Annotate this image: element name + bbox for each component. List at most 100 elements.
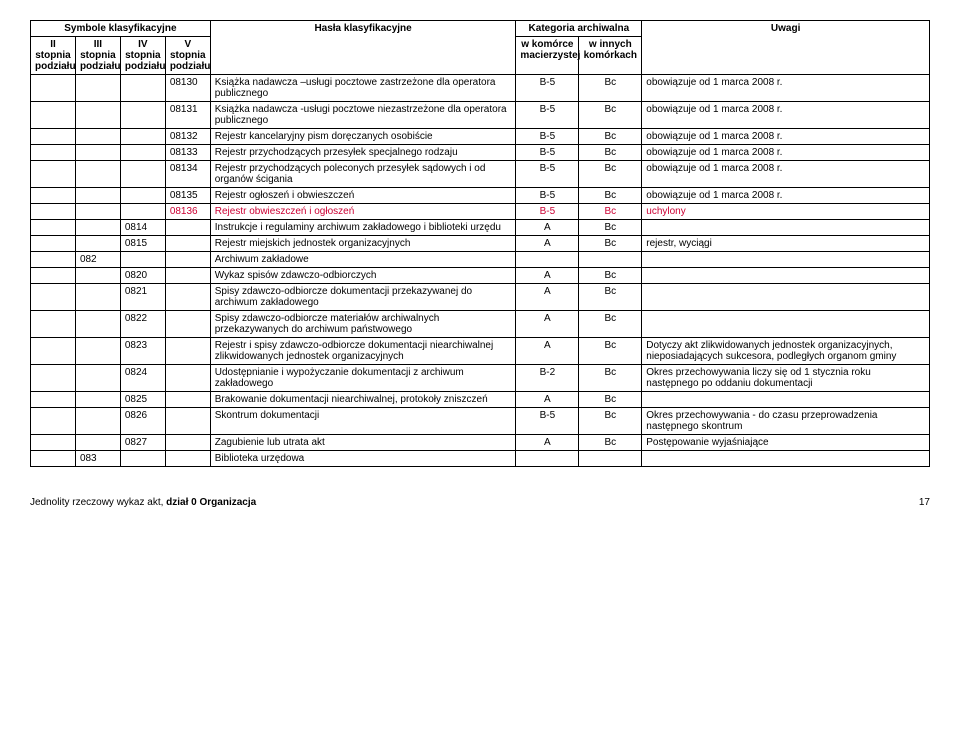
cell-c2 bbox=[75, 435, 120, 451]
table-row: 08132Rejestr kancelaryjny pism doręczany… bbox=[31, 129, 930, 145]
cell-c5: Rejestr przychodzących przesyłek specjal… bbox=[210, 145, 516, 161]
cell-c3: 0814 bbox=[120, 220, 165, 236]
cell-c1 bbox=[31, 392, 76, 408]
header-col7: w innych komórkach bbox=[579, 37, 642, 75]
table-row: 08136Rejestr obwieszczeń i ogłoszeńB-5Bc… bbox=[31, 204, 930, 220]
table-row: 0820Wykaz spisów zdawczo-odbiorczychABc bbox=[31, 268, 930, 284]
cell-c1 bbox=[31, 338, 76, 365]
cell-c6: A bbox=[516, 338, 579, 365]
cell-c2 bbox=[75, 365, 120, 392]
cell-c5: Brakowanie dokumentacji niearchiwalnej, … bbox=[210, 392, 516, 408]
cell-c7: Bc bbox=[579, 408, 642, 435]
table-row: 0815 Rejestr miejskich jednostek organiza… bbox=[31, 236, 930, 252]
cell-c6 bbox=[516, 451, 579, 467]
cell-c6: A bbox=[516, 311, 579, 338]
cell-c4: 08135 bbox=[165, 188, 210, 204]
cell-c4 bbox=[165, 311, 210, 338]
cell-c8: Postępowanie wyjaśniające bbox=[642, 435, 930, 451]
cell-c8 bbox=[642, 252, 930, 268]
table-row: 08135Rejestr ogłoszeń i obwieszczeńB-5Bc… bbox=[31, 188, 930, 204]
cell-c6: A bbox=[516, 220, 579, 236]
cell-c7: Bc bbox=[579, 392, 642, 408]
cell-c1 bbox=[31, 220, 76, 236]
cell-c5: Skontrum dokumentacji bbox=[210, 408, 516, 435]
cell-c8: rejestr, wyciągi bbox=[642, 236, 930, 252]
cell-c3: 0826 bbox=[120, 408, 165, 435]
cell-c6: A bbox=[516, 284, 579, 311]
cell-c8: obowiązuje od 1 marca 2008 r. bbox=[642, 188, 930, 204]
cell-c4 bbox=[165, 392, 210, 408]
cell-c3 bbox=[120, 161, 165, 188]
table-row: 08130Książka nadawcza –usługi pocztowe z… bbox=[31, 75, 930, 102]
cell-c8: Okres przechowywania - do czasu przeprow… bbox=[642, 408, 930, 435]
cell-c1 bbox=[31, 435, 76, 451]
cell-c2 bbox=[75, 268, 120, 284]
cell-c3: 0825 bbox=[120, 392, 165, 408]
cell-c2 bbox=[75, 75, 120, 102]
cell-c5: Wykaz spisów zdawczo-odbiorczych bbox=[210, 268, 516, 284]
cell-c7: Bc bbox=[579, 284, 642, 311]
cell-c4: 08132 bbox=[165, 129, 210, 145]
cell-c4: 08134 bbox=[165, 161, 210, 188]
cell-c3: 0823 bbox=[120, 338, 165, 365]
cell-c5: Archiwum zakładowe bbox=[210, 252, 516, 268]
cell-c1 bbox=[31, 451, 76, 467]
cell-c5: Rejestr miejskich jednostek organizacyjn… bbox=[210, 236, 516, 252]
page-number: 17 bbox=[919, 497, 930, 508]
cell-c4 bbox=[165, 220, 210, 236]
cell-c3: 0820 bbox=[120, 268, 165, 284]
cell-c3: 0824 bbox=[120, 365, 165, 392]
cell-c6: B-2 bbox=[516, 365, 579, 392]
cell-c8: Okres przechowywania liczy się od 1 styc… bbox=[642, 365, 930, 392]
cell-c8 bbox=[642, 392, 930, 408]
cell-c3: 0827 bbox=[120, 435, 165, 451]
cell-c1 bbox=[31, 75, 76, 102]
cell-c3 bbox=[120, 252, 165, 268]
cell-c1 bbox=[31, 145, 76, 161]
cell-c3: 0815 bbox=[120, 236, 165, 252]
cell-c4 bbox=[165, 236, 210, 252]
cell-c4: 08133 bbox=[165, 145, 210, 161]
cell-c2 bbox=[75, 236, 120, 252]
table-row: 08133Rejestr przychodzących przesyłek sp… bbox=[31, 145, 930, 161]
cell-c6: B-5 bbox=[516, 75, 579, 102]
cell-c6: A bbox=[516, 392, 579, 408]
cell-c8: Dotyczy akt zlikwidowanych jednostek org… bbox=[642, 338, 930, 365]
cell-c2 bbox=[75, 188, 120, 204]
cell-c5: Książka nadawcza -usługi pocztowe niezas… bbox=[210, 102, 516, 129]
table-row: 0826Skontrum dokumentacjiB-5BcOkres prze… bbox=[31, 408, 930, 435]
cell-c1 bbox=[31, 365, 76, 392]
cell-c1 bbox=[31, 408, 76, 435]
cell-c1 bbox=[31, 129, 76, 145]
cell-c1 bbox=[31, 236, 76, 252]
classification-table: Symbole klasyfikacyjne Hasła klasyfikacy… bbox=[30, 20, 930, 467]
cell-c5: Udostępnianie i wypożyczanie dokumentacj… bbox=[210, 365, 516, 392]
cell-c8: obowiązuje od 1 marca 2008 r. bbox=[642, 102, 930, 129]
cell-c2 bbox=[75, 129, 120, 145]
cell-c2 bbox=[75, 311, 120, 338]
cell-c3 bbox=[120, 451, 165, 467]
cell-c5: Biblioteka urzędowa bbox=[210, 451, 516, 467]
cell-c4: 08136 bbox=[165, 204, 210, 220]
cell-c2 bbox=[75, 145, 120, 161]
cell-c2 bbox=[75, 284, 120, 311]
cell-c7: Bc bbox=[579, 268, 642, 284]
cell-c8 bbox=[642, 451, 930, 467]
cell-c8 bbox=[642, 284, 930, 311]
cell-c8 bbox=[642, 220, 930, 236]
cell-c8: obowiązuje od 1 marca 2008 r. bbox=[642, 145, 930, 161]
cell-c2 bbox=[75, 161, 120, 188]
cell-c3 bbox=[120, 129, 165, 145]
cell-c3 bbox=[120, 75, 165, 102]
cell-c5: Rejestr przychodzących poleconych przesy… bbox=[210, 161, 516, 188]
cell-c4 bbox=[165, 338, 210, 365]
cell-c3: 0821 bbox=[120, 284, 165, 311]
cell-c2 bbox=[75, 220, 120, 236]
header-col2: III stopnia podziału bbox=[75, 37, 120, 75]
cell-c6 bbox=[516, 252, 579, 268]
cell-c7: Bc bbox=[579, 145, 642, 161]
cell-c8: uchylony bbox=[642, 204, 930, 220]
table-row: 0827Zagubienie lub utrata aktABcPostępow… bbox=[31, 435, 930, 451]
cell-c4 bbox=[165, 284, 210, 311]
cell-c7: Bc bbox=[579, 338, 642, 365]
